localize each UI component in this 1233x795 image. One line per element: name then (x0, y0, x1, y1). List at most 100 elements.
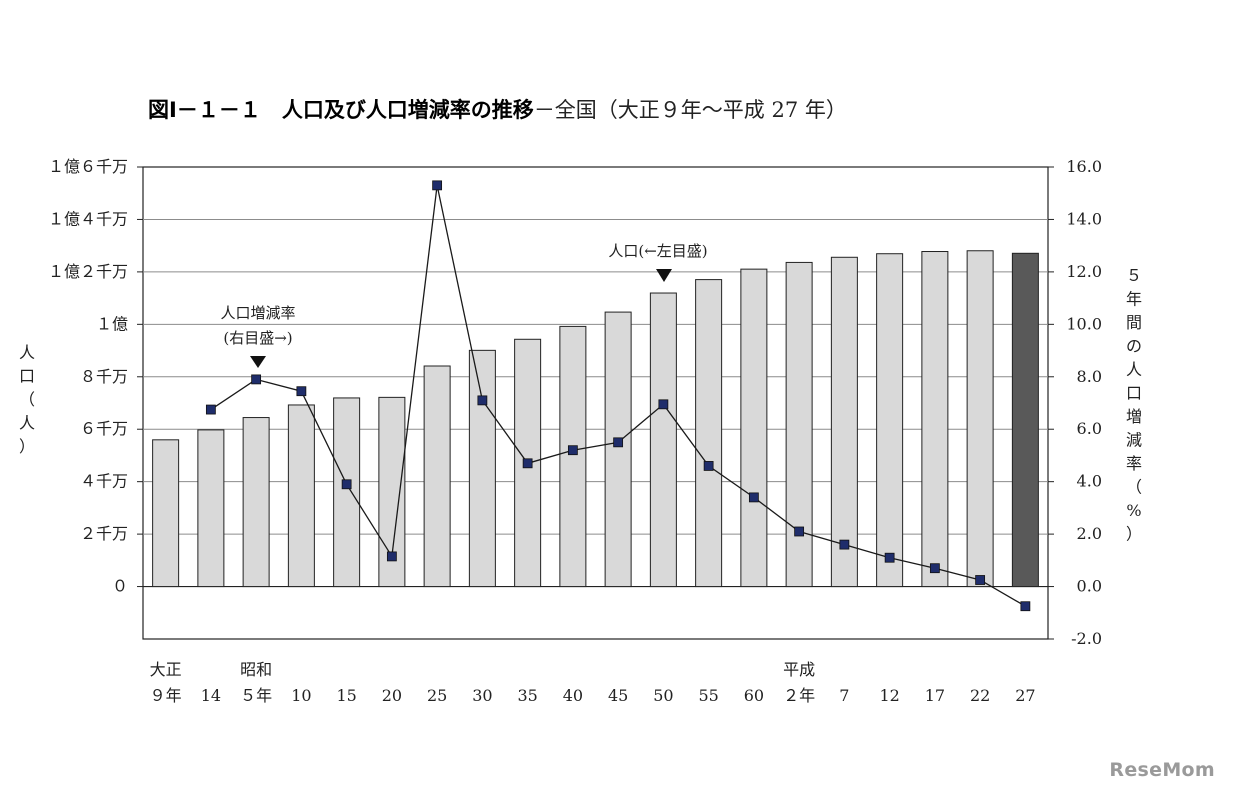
right-tick-label: 10.0 (1066, 314, 1102, 333)
x-tick-label: 10 (291, 686, 311, 705)
x-tick-label: 17 (925, 686, 945, 705)
right-tick-label: 14.0 (1066, 209, 1102, 228)
growth-rate-marker (296, 386, 307, 397)
rate-annotation-line2: (右目盛→) (223, 329, 292, 347)
x-tick-label: 20 (382, 686, 402, 705)
left-tick-label: ８千万 (80, 367, 128, 386)
axis-title-char: 人 (19, 414, 35, 433)
right-tick-label: 12.0 (1066, 262, 1102, 281)
population-bar (559, 325, 587, 588)
axis-title-char: 減 (1126, 431, 1142, 450)
population-bar (333, 397, 361, 588)
gridlines (143, 218, 1048, 588)
left-axis-ticks: １億６千万 １億４千万 １億２千万 １億 ８千万 ６千万 ４千万 ２千万 ０ (48, 157, 143, 596)
axis-title-char: の (1126, 337, 1142, 356)
rate-annotation-arrow-icon (250, 356, 266, 368)
population-annotation: 人口(←左目盛) (608, 242, 707, 260)
x-tick-label: 22 (970, 686, 990, 705)
x-tick-label: 35 (517, 686, 537, 705)
axis-title-char: ） (19, 437, 35, 456)
x-tick-label: 40 (563, 686, 583, 705)
population-bar (287, 404, 315, 588)
axis-title-char: 間 (1126, 313, 1142, 332)
growth-rate-marker (386, 551, 397, 562)
x-tick-label: 15 (336, 686, 356, 705)
axis-title-char: % (1126, 501, 1141, 520)
growth-rate-marker (567, 445, 578, 456)
population-bar (1011, 252, 1039, 588)
x-era-label: 大正 (150, 660, 182, 679)
x-tick-label: 7 (839, 686, 849, 705)
axis-title-char: 率 (1126, 454, 1142, 473)
population-bar (242, 417, 270, 588)
x-tick-label: 12 (879, 686, 899, 705)
growth-rate-marker (477, 395, 488, 406)
growth-rate-marker (205, 404, 216, 415)
left-tick-label: ０ (112, 577, 128, 596)
chart-title-bold: 図Ⅰ－１－１ 人口及び人口増減率の推移 (148, 98, 534, 122)
x-tick-label: 60 (744, 686, 764, 705)
right-tick-label: -2.0 (1071, 629, 1102, 648)
x-tick-label: 25 (427, 686, 447, 705)
axis-title-char: 口 (19, 367, 35, 386)
growth-rate-marker (341, 479, 352, 490)
left-tick-label: ２千万 (80, 524, 128, 543)
right-tick-label: 0.0 (1077, 577, 1102, 596)
axis-title-char: ５ (1126, 266, 1142, 285)
x-era-label: 昭和 (240, 660, 272, 679)
growth-rate-marker (929, 563, 940, 574)
population-bar (468, 349, 496, 588)
axis-title-char: 年 (1126, 290, 1142, 309)
axis-title-char: 人 (1126, 360, 1142, 379)
population-bar (604, 311, 632, 588)
population-bar (740, 268, 768, 588)
chart-title-light: －全国（大正９年～平成 27 年） (534, 98, 847, 122)
axis-title-char: 増 (1126, 407, 1142, 426)
left-tick-label: １億 (96, 314, 128, 333)
growth-rate-marker (522, 458, 533, 469)
growth-rate-marker (975, 575, 986, 585)
population-bar (695, 279, 723, 588)
rate-annotation-line1: 人口増減率 (220, 304, 295, 322)
axis-title-char: （ (1126, 478, 1142, 497)
left-tick-label: １億６千万 (48, 157, 128, 176)
left-axis-title: 人口（人） (19, 343, 35, 456)
right-tick-label: 2.0 (1077, 524, 1102, 543)
left-tick-label: １億４千万 (48, 209, 128, 228)
x-tick-label: 27 (1015, 686, 1035, 705)
population-bars (152, 250, 1039, 588)
x-tick-label: 55 (698, 686, 718, 705)
population-bar (197, 429, 225, 588)
x-tick-label: 14 (201, 686, 221, 705)
population-bar (152, 439, 180, 588)
axis-title-char: 口 (1126, 384, 1142, 403)
growth-rate-marker (839, 539, 850, 550)
left-tick-label: １億２千万 (48, 262, 128, 281)
right-tick-label: 6.0 (1077, 419, 1102, 438)
population-bar (876, 253, 904, 588)
population-bar (649, 292, 677, 588)
growth-rate-marker (1020, 601, 1031, 612)
population-bar (785, 261, 813, 588)
right-axis-ticks: 16.0 14.0 12.0 10.0 8.0 6.0 4.0 2.0 0.0 -2.0 (1048, 157, 1102, 648)
x-tick-label: ５年 (240, 686, 272, 705)
x-tick-label: 50 (653, 686, 673, 705)
x-tick-label: 30 (472, 686, 492, 705)
right-tick-label: 16.0 (1066, 157, 1102, 176)
axis-title-char: ） (1126, 525, 1142, 544)
right-tick-label: 8.0 (1077, 367, 1102, 386)
plot-area-frame (142, 166, 1049, 640)
x-tick-label: ９年 (150, 686, 182, 705)
axis-title-char: （ (19, 390, 35, 409)
left-tick-label: ４千万 (80, 472, 128, 491)
growth-rate-marker (613, 437, 624, 448)
population-annotation-arrow-icon (656, 269, 672, 282)
chart-title: 図Ⅰ－１－１ 人口及び人口増減率の推移－全国（大正９年～平成 27 年） (148, 98, 847, 122)
growth-rate-marker (432, 180, 443, 191)
x-era-label: 平成 (783, 660, 815, 679)
population-bar (966, 250, 994, 588)
growth-rate-marker (794, 526, 805, 537)
left-tick-label: ６千万 (80, 419, 128, 438)
